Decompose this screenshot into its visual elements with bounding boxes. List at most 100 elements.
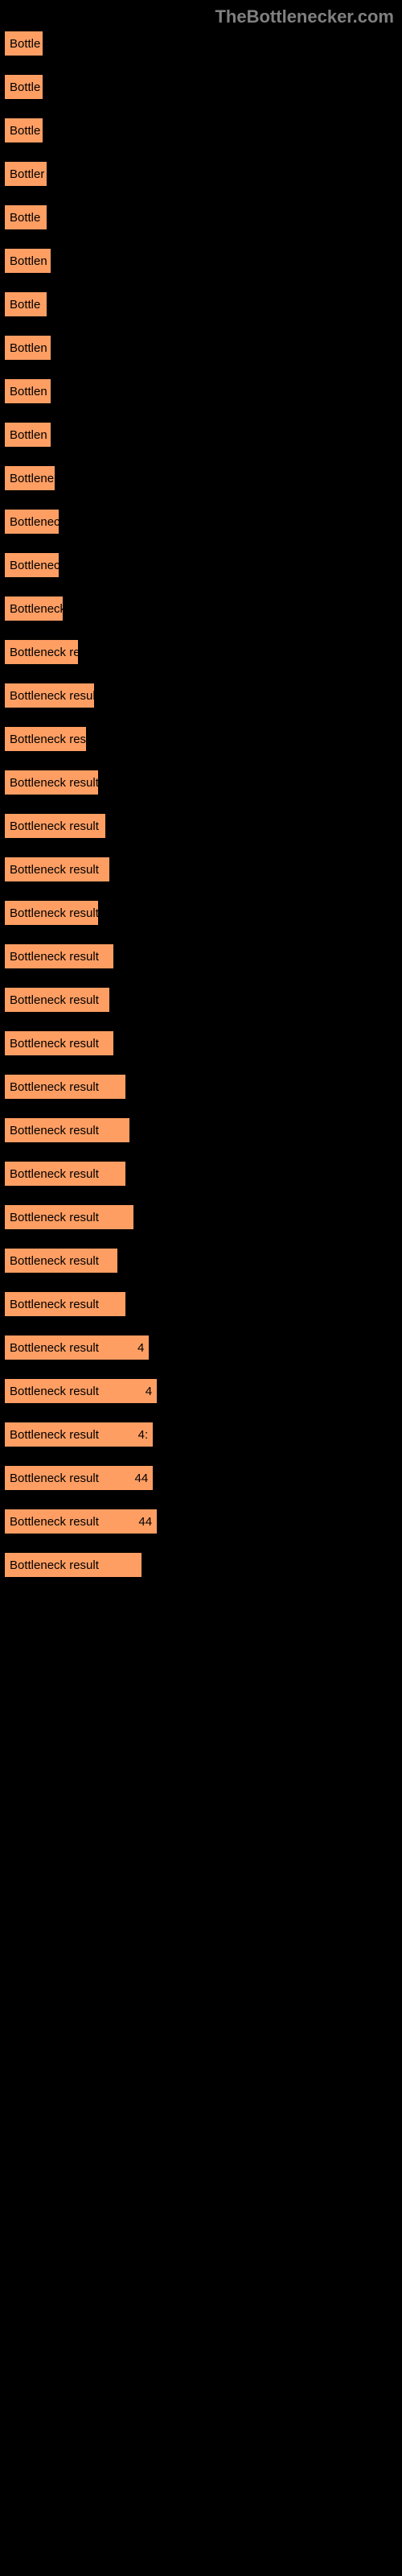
bar-wrapper: Bottleneck result bbox=[4, 987, 398, 1013]
bar-wrapper: Bottler bbox=[4, 161, 398, 187]
bar-label: Bottleneck re bbox=[10, 646, 78, 659]
bar-value: 4 bbox=[146, 1385, 152, 1398]
bar-row: Bottleneck bbox=[4, 596, 398, 621]
bar-label: Bottleneck result bbox=[10, 1472, 99, 1485]
chart-bar: Bottle bbox=[4, 204, 47, 230]
bar-wrapper: Bottleneck result 4: bbox=[4, 1422, 398, 1447]
bar-label: Bottlen bbox=[10, 254, 47, 268]
bar-row: Bottleneck result bbox=[4, 683, 398, 708]
bar-wrapper: Bottle bbox=[4, 118, 398, 143]
bar-wrapper: Bottleneck result 44 bbox=[4, 1465, 398, 1491]
bar-wrapper: Bottleneck result 4 bbox=[4, 1335, 398, 1360]
bar-label: Bottlen bbox=[10, 428, 47, 442]
bar-wrapper: Bottlen bbox=[4, 248, 398, 274]
bar-label: Bottleneck bbox=[10, 602, 63, 616]
bar-row: Bottleneck result bbox=[4, 1248, 398, 1274]
chart-bar: Bottler bbox=[4, 161, 47, 187]
bar-label: Bottleneck result bbox=[10, 1124, 99, 1137]
chart-bar: Bottleneck result bbox=[4, 770, 99, 795]
chart-bar: Bottleneck result bbox=[4, 1074, 126, 1100]
bar-value: 44 bbox=[135, 1472, 149, 1485]
chart-bar: Bottleneck result bbox=[4, 1552, 142, 1578]
bar-row: Bottleneck resu bbox=[4, 726, 398, 752]
bar-row: Bottleneck result bbox=[4, 1030, 398, 1056]
bar-row: Bottleneck result bbox=[4, 1552, 398, 1578]
bar-value: 4: bbox=[138, 1428, 149, 1442]
bar-label: Bottlenec bbox=[10, 515, 59, 529]
chart-bar: Bottleneck result4 bbox=[4, 1378, 158, 1404]
chart-bar: Bottle bbox=[4, 291, 47, 317]
chart-bar: Bottleneck result bbox=[4, 1204, 134, 1230]
bar-wrapper: Bottleneck result bbox=[4, 1552, 398, 1578]
bar-row: Bottlen bbox=[4, 248, 398, 274]
bar-wrapper: Bottleneck result bbox=[4, 1291, 398, 1317]
chart-bar: Bottleneck bbox=[4, 596, 64, 621]
bar-row: Bottle bbox=[4, 31, 398, 56]
bottleneck-chart: Bottle Bottle Bottle Bottler Bottle Bottlen Bo… bbox=[0, 31, 402, 1578]
chart-bar: Bottlen bbox=[4, 422, 51, 448]
bar-wrapper: Bottleneck re bbox=[4, 639, 398, 665]
chart-bar: Bottleneck result bbox=[4, 987, 110, 1013]
bar-label: Bottleneck result bbox=[10, 689, 94, 703]
bar-wrapper: Bottleneck resu bbox=[4, 726, 398, 752]
chart-bar: Bottlen bbox=[4, 248, 51, 274]
bar-label: Bottleneck result bbox=[10, 1428, 99, 1442]
chart-bar: Bottleneck result 44 bbox=[4, 1465, 154, 1491]
bar-label: Bottleneck result bbox=[10, 776, 98, 790]
bar-label: Bottle bbox=[10, 124, 40, 138]
bar-label: Bottleneck result bbox=[10, 1167, 99, 1181]
bar-row: Bottleneck result bbox=[4, 987, 398, 1013]
bar-row: Bottleneck result bbox=[4, 1074, 398, 1100]
chart-bar: Bottlene bbox=[4, 465, 55, 491]
chart-bar: Bottleneck result 44 bbox=[4, 1509, 158, 1534]
bar-row: Bottleneck result4 bbox=[4, 1378, 398, 1404]
bar-wrapper: Bottleneck result bbox=[4, 943, 398, 969]
bar-label: Bottleneck result bbox=[10, 1515, 99, 1529]
bar-label: Bottlene bbox=[10, 472, 54, 485]
chart-bar: Bottlenec bbox=[4, 552, 59, 578]
bar-wrapper: Bottleneck result bbox=[4, 1204, 398, 1230]
bar-label: Bottleneck result bbox=[10, 950, 99, 964]
bar-row: Bottleneck result 4 bbox=[4, 1335, 398, 1360]
bar-label: Bottleneck result bbox=[10, 1341, 99, 1355]
bar-wrapper: Bottlen bbox=[4, 335, 398, 361]
bar-row: Bottleneck result bbox=[4, 813, 398, 839]
chart-bar: Bottleneck result bbox=[4, 1161, 126, 1187]
bar-row: Bottler bbox=[4, 161, 398, 187]
bar-wrapper: Bottleneck bbox=[4, 596, 398, 621]
chart-bar: Bottleneck result bbox=[4, 1030, 114, 1056]
chart-bar: Bottleneck result bbox=[4, 683, 95, 708]
chart-bar: Bottlenec bbox=[4, 509, 59, 535]
bar-wrapper: Bottlenec bbox=[4, 552, 398, 578]
bar-value: 4 bbox=[137, 1341, 144, 1355]
bar-row: Bottlenec bbox=[4, 552, 398, 578]
chart-bar: Bottle bbox=[4, 31, 43, 56]
bar-label: Bottleneck result bbox=[10, 863, 99, 877]
bar-label: Bottlen bbox=[10, 341, 47, 355]
bar-label: Bottleneck resu bbox=[10, 733, 86, 746]
bar-row: Bottlen bbox=[4, 422, 398, 448]
bar-wrapper: Bottleneck result bbox=[4, 1161, 398, 1187]
bar-wrapper: Bottleneck result bbox=[4, 1117, 398, 1143]
bar-row: Bottleneck result bbox=[4, 1161, 398, 1187]
bar-label: Bottleneck result bbox=[10, 906, 98, 920]
bar-value: 44 bbox=[138, 1515, 152, 1529]
bar-row: Bottleneck result 44 bbox=[4, 1465, 398, 1491]
bar-label: Bottleneck result bbox=[10, 1558, 99, 1572]
bar-row: Bottle bbox=[4, 204, 398, 230]
site-header: TheBottlenecker.com bbox=[0, 0, 402, 31]
bar-row: Bottleneck re bbox=[4, 639, 398, 665]
chart-bar: Bottleneck resu bbox=[4, 726, 87, 752]
bar-wrapper: Bottleneck result 44 bbox=[4, 1509, 398, 1534]
chart-bar: Bottleneck result 4 bbox=[4, 1335, 150, 1360]
bar-label: Bottleneck result bbox=[10, 1211, 99, 1224]
chart-bar: Bottlen bbox=[4, 335, 51, 361]
bar-row: Bottlen bbox=[4, 335, 398, 361]
bar-wrapper: Bottle bbox=[4, 74, 398, 100]
bar-wrapper: Bottleneck result bbox=[4, 900, 398, 926]
bar-row: Bottle bbox=[4, 291, 398, 317]
bar-wrapper: Bottle bbox=[4, 291, 398, 317]
chart-bar: Bottleneck result bbox=[4, 1291, 126, 1317]
bar-row: Bottleneck result bbox=[4, 900, 398, 926]
chart-bar: Bottleneck result bbox=[4, 857, 110, 882]
